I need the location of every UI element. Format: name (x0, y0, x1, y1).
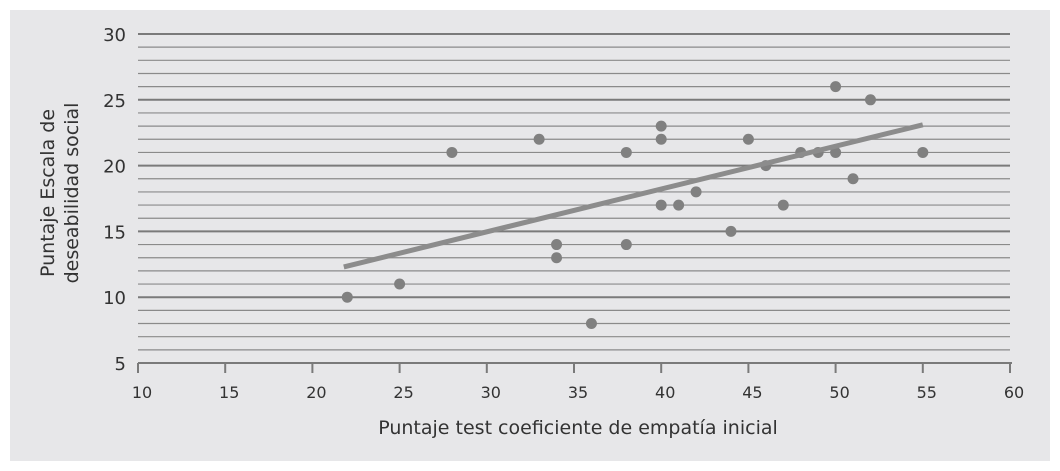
data-point (446, 146, 458, 158)
data-point (655, 133, 667, 145)
x-tick-label: 60 (1004, 383, 1024, 402)
data-point (830, 146, 842, 158)
x-tick-label: 15 (219, 383, 239, 402)
x-tick-label: 30 (481, 383, 501, 402)
x-tick-label: 20 (306, 383, 326, 402)
gridlines (138, 33, 1010, 351)
x-tick-label: 40 (655, 383, 675, 402)
data-point (620, 146, 632, 158)
data-point (394, 278, 406, 290)
x-tick-label: 50 (829, 383, 849, 402)
data-point (777, 199, 789, 211)
data-point (864, 94, 876, 106)
data-point (341, 291, 353, 303)
data-point (551, 239, 563, 251)
x-tick-label: 55 (917, 383, 937, 402)
y-tick-label: 5 (115, 354, 126, 375)
data-point (725, 225, 737, 237)
y-tick-label: 15 (103, 222, 126, 243)
data-point (533, 133, 545, 145)
data-point (847, 173, 859, 185)
trend-line (343, 122, 924, 270)
y-axis-label-line1: Puntaje Escala de (37, 109, 59, 277)
y-tick-label: 10 (103, 288, 126, 309)
y-axis-label-line2: deseabilidad social (61, 103, 83, 284)
data-point (585, 318, 597, 330)
y-tick-label: 25 (103, 91, 126, 112)
data-point (830, 81, 842, 93)
data-point (620, 239, 632, 251)
x-tick-label: 25 (393, 383, 413, 402)
data-marks (341, 81, 929, 330)
data-point (551, 252, 563, 264)
x-tick-label: 35 (568, 383, 588, 402)
x-tick-label: 10 (132, 383, 152, 402)
chart-panel (10, 10, 1050, 461)
y-tick-label: 20 (103, 157, 126, 178)
data-point (655, 199, 667, 211)
data-point (655, 120, 667, 132)
data-point (690, 186, 702, 198)
x-axis (137, 362, 1012, 373)
data-point (673, 199, 685, 211)
data-point (742, 133, 754, 145)
x-axis-label: Puntaje test coeficiente de empatía inic… (378, 417, 778, 439)
y-tick-label: 30 (103, 25, 126, 46)
x-tick-label: 45 (742, 383, 762, 402)
data-point (917, 146, 929, 158)
tick-labels: 10 15 20 25 30 35 40 45 50 55 60 5 10 15 20 25 30 (103, 25, 1024, 402)
